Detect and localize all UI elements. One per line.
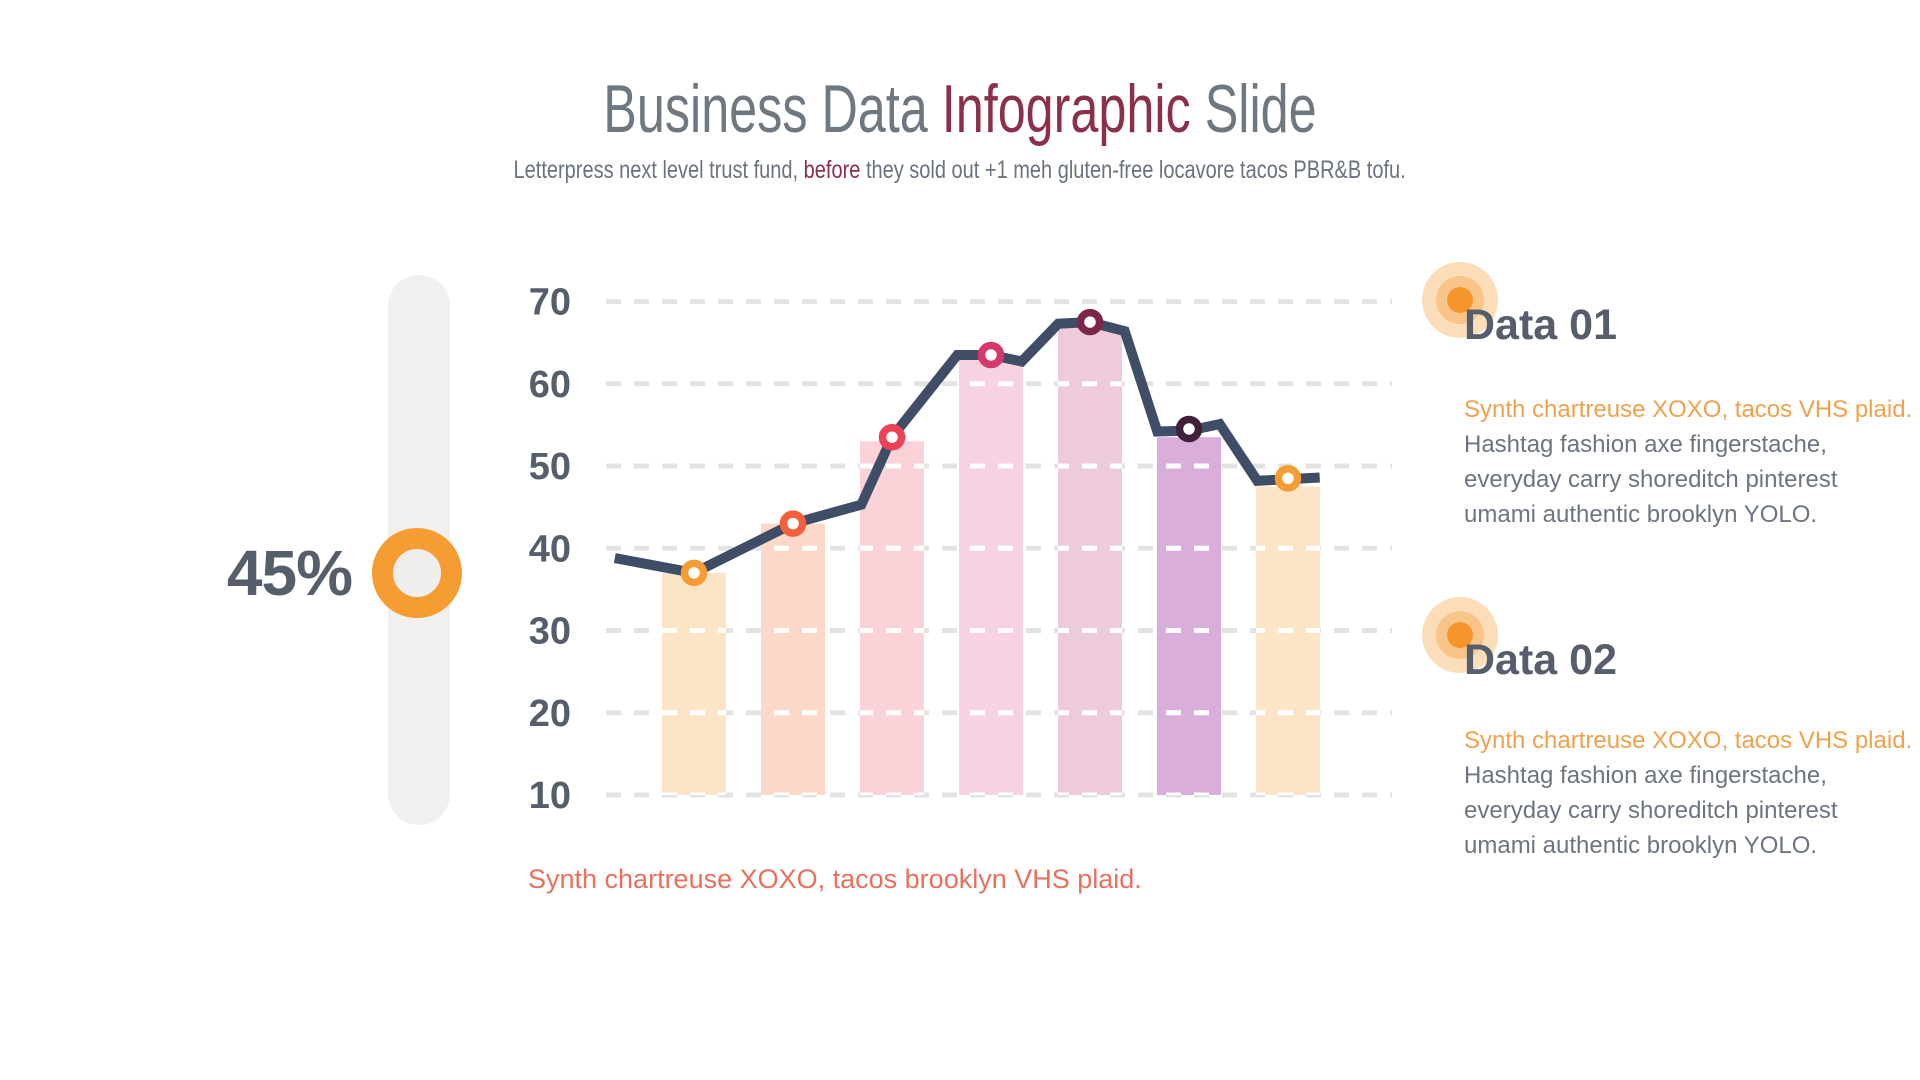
slider-value-label: 45% (226, 537, 353, 609)
card-2-heading: Data 02 (1464, 636, 1617, 684)
line-marker (1274, 465, 1302, 492)
bullseye-center-dot (1447, 287, 1473, 313)
bar (1157, 437, 1221, 795)
subtitle-accent: before (804, 156, 861, 184)
y-axis-tick-label: 50 (529, 446, 571, 488)
card-2-body-line: umami authentic brooklyn YOLO. (1464, 832, 1818, 859)
line-marker (1076, 308, 1104, 336)
card-1-body-line: umami authentic brooklyn YOLO. (1464, 501, 1818, 528)
y-axis-tick-label: 70 (529, 282, 571, 324)
bar (959, 359, 1023, 795)
line-marker (878, 423, 906, 451)
line-marker (977, 341, 1005, 369)
bar (1256, 486, 1320, 795)
card-2-body-highlight: Synth chartreuse XOXO, tacos VHS plaid. (1464, 727, 1913, 754)
bar (662, 572, 726, 795)
y-axis-tick-label: 20 (529, 693, 571, 735)
bullseye-center-dot (1447, 622, 1473, 648)
card-1-body: Synth chartreuse XOXO, tacos VHS plaid. … (1464, 392, 1913, 532)
title-accent: Infographic (941, 71, 1191, 147)
card-1-body-line: Hashtag fashion axe fingerstache, (1464, 431, 1827, 458)
subtitle-part1: Letterpress next level trust fund, (513, 156, 805, 184)
y-axis-tick-label: 60 (529, 364, 571, 406)
subtitle-part2: they sold out +1 meh gluten-free locavor… (860, 156, 1407, 184)
page-title: Business Data Infographic Slide (0, 70, 1920, 148)
bar (1058, 326, 1122, 795)
card-1-body-highlight: Synth chartreuse XOXO, tacos VHS plaid. (1464, 396, 1913, 423)
y-axis-tick-label: 40 (529, 528, 571, 570)
card-1-body-line: everyday carry shoreditch pinterest (1464, 466, 1838, 493)
line-marker (680, 559, 708, 587)
line-marker (779, 510, 807, 537)
trend-line (613, 317, 1320, 579)
y-axis-tick-label: 30 (529, 611, 571, 653)
chart-caption: Synth chartreuse XOXO, tacos brooklyn VH… (528, 864, 1142, 894)
bar (761, 523, 825, 795)
page-subtitle: Letterpress next level trust fund, befor… (0, 156, 1920, 185)
card-1-heading: Data 01 (1464, 301, 1617, 349)
bullseye-icon (1422, 262, 1498, 338)
y-axis-tick-label: 10 (529, 775, 571, 817)
card-2-body-line: Hashtag fashion axe fingerstache, (1464, 762, 1827, 789)
card-2-body: Synth chartreuse XOXO, tacos VHS plaid. … (1464, 723, 1913, 863)
line-marker (1175, 415, 1203, 443)
title-part1: Business Data (603, 71, 942, 147)
bullseye-icon (1422, 597, 1498, 673)
bar (860, 441, 924, 795)
card-2-body-line: everyday carry shoreditch pinterest (1464, 797, 1838, 824)
title-part2: Slide (1190, 71, 1317, 147)
